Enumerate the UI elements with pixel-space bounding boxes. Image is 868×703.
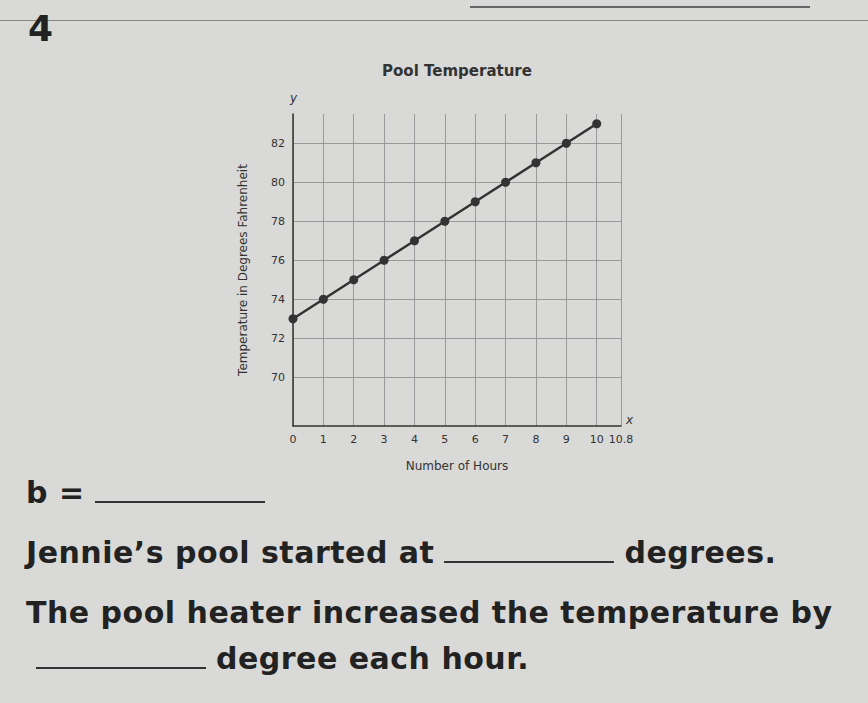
svg-text:76: 76 — [271, 254, 285, 267]
svg-text:x: x — [625, 413, 634, 427]
svg-text:70: 70 — [271, 371, 285, 384]
svg-text:9: 9 — [563, 433, 570, 446]
svg-text:1: 1 — [320, 433, 327, 446]
svg-text:74: 74 — [271, 293, 285, 306]
svg-text:2: 2 — [350, 433, 357, 446]
html-text:Jennie’s pool started at: Jennie’s pool started at — [26, 535, 435, 570]
html-text:degree each hour.: degree each hour. — [216, 641, 530, 676]
html-text:b =: b = — [26, 475, 85, 510]
svg-text:0: 0 — [290, 433, 297, 446]
svg-text:80: 80 — [271, 176, 285, 189]
html-text:4: 4 — [28, 8, 54, 49]
svg-text:y: y — [289, 91, 298, 105]
svg-text:5: 5 — [441, 433, 448, 446]
html-text:degrees.: degrees. — [624, 535, 777, 570]
svg-text:Pool Temperature: Pool Temperature — [382, 62, 532, 80]
svg-text:10.8: 10.8 — [609, 433, 634, 446]
svg-text:6: 6 — [472, 433, 479, 446]
svg-text:10: 10 — [590, 433, 604, 446]
svg-text:Number of Hours: Number of Hours — [406, 459, 509, 473]
svg-text:72: 72 — [271, 332, 285, 345]
html-text:The pool heater increased the: The pool heater increased the temperatur… — [26, 595, 833, 630]
svg-text:8: 8 — [532, 433, 539, 446]
svg-text:7: 7 — [502, 433, 509, 446]
svg-text:3: 3 — [381, 433, 388, 446]
svg-text:Temperature in Degrees Fahrenh: Temperature in Degrees Fahrenheit — [236, 164, 250, 377]
svg-text:4: 4 — [411, 433, 418, 446]
svg-text:82: 82 — [271, 137, 285, 150]
svg-text:78: 78 — [271, 215, 285, 228]
